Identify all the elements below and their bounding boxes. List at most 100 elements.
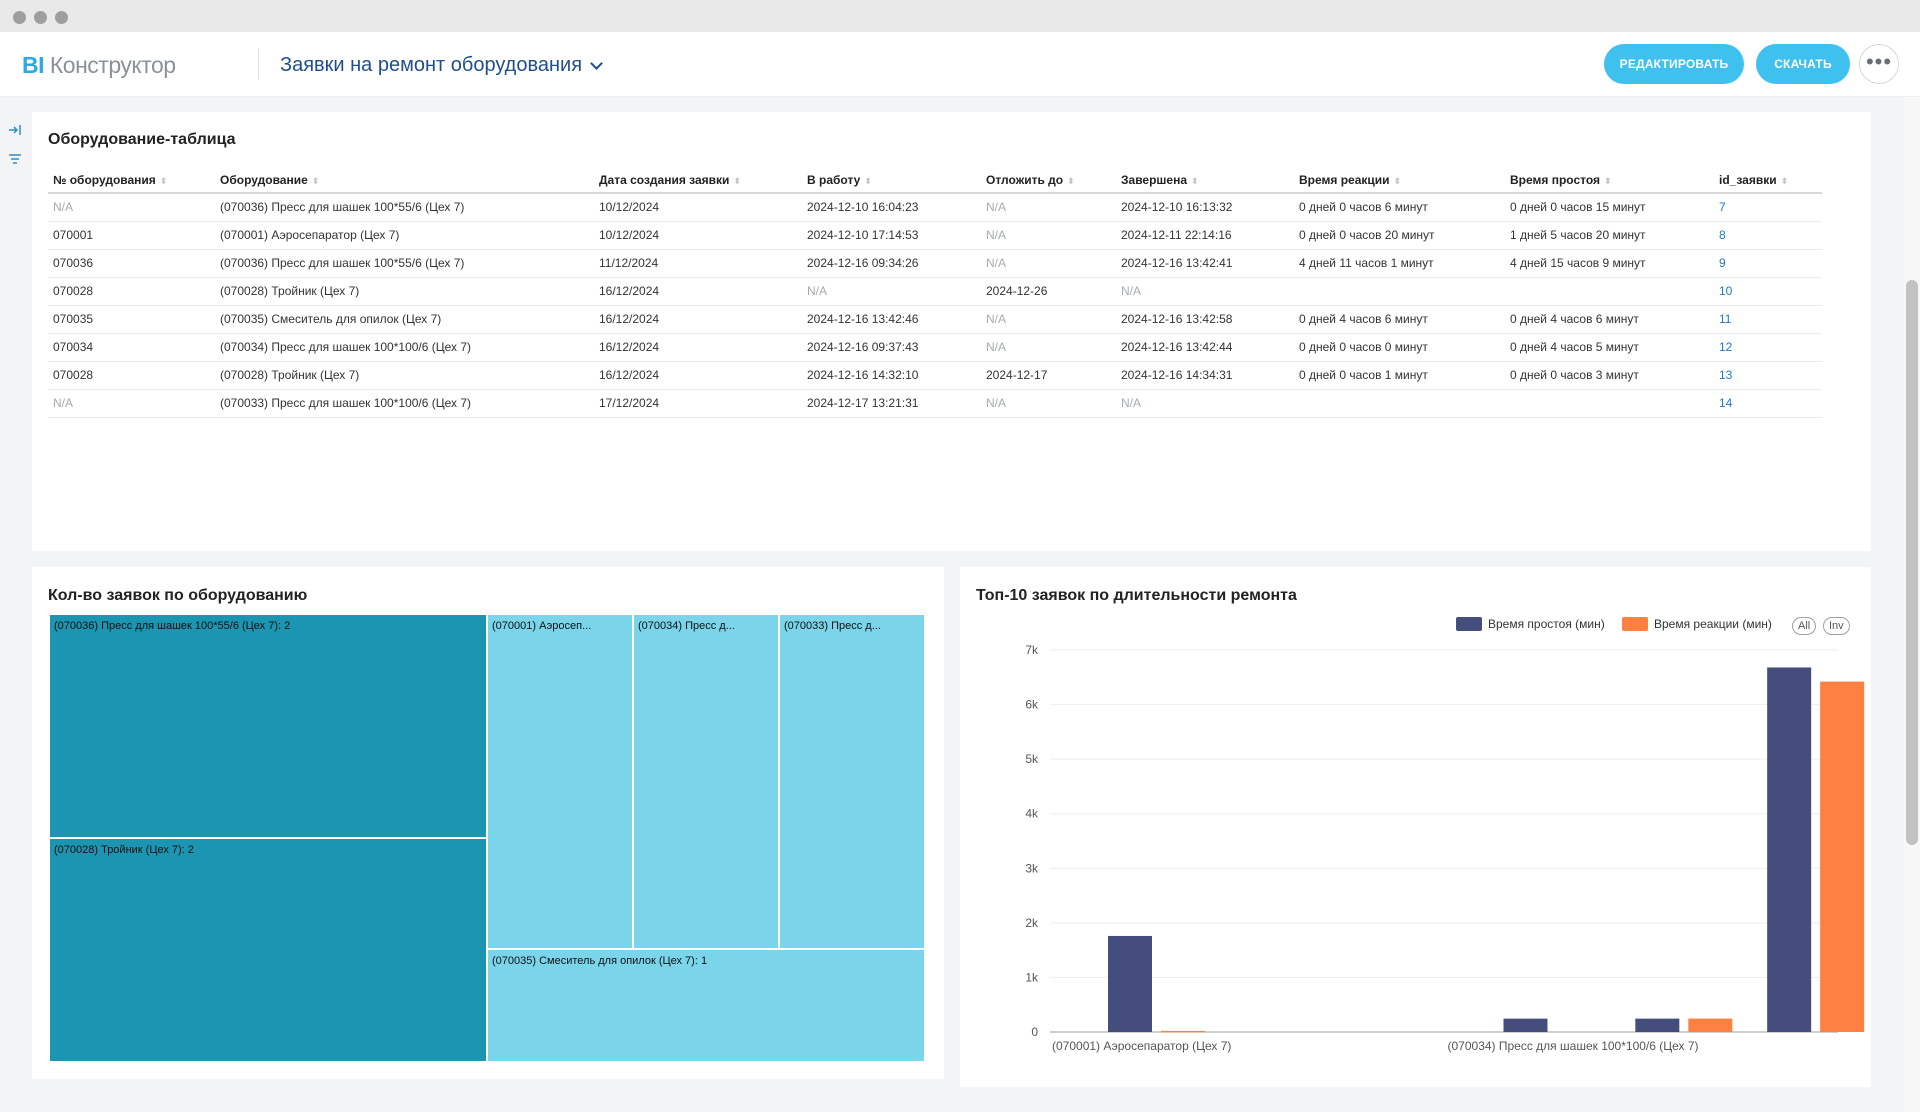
table-row[interactable]: 070028 (070028) Тройник (Цех 7) 16/12/2024… (48, 277, 1822, 306)
table-cell[interactable]: 13 (1714, 361, 1822, 390)
table-row[interactable]: N/A (070036) Пресс для шашек 100*55/6 (Це… (48, 193, 1822, 222)
table-cell: (070033) Пресс для шашек 100*100/6 (Цех … (215, 389, 594, 418)
table-cell: N/A (981, 249, 1116, 278)
column-header-label: id_заявки (1719, 172, 1777, 187)
page-scrollbar-thumb[interactable] (1906, 280, 1918, 845)
filter-icon[interactable] (8, 153, 22, 168)
more-dots-icon: ••• (1865, 49, 1893, 74)
legend-swatch (1622, 617, 1648, 631)
column-header[interactable]: Дата создания заявки ⬍ (594, 167, 802, 194)
table-row[interactable]: 070034 (070034) Пресс для шашек 100*100/6… (48, 333, 1822, 362)
legend-invert-toggle[interactable]: Inv (1823, 617, 1850, 635)
sort-icon[interactable]: ⬍ (1067, 175, 1075, 186)
column-header[interactable]: Время простоя ⬍ (1505, 167, 1714, 194)
treemap-cell[interactable]: (070028) Тройник (Цех 7): 2 (49, 838, 487, 1062)
bar[interactable] (1108, 935, 1152, 1032)
table-cell: 2024-12-16 14:32:10 (802, 361, 981, 390)
table-row[interactable]: N/A (070033) Пресс для шашек 100*100/6 (Ц… (48, 389, 1822, 418)
column-header[interactable]: Завершена ⬍ (1116, 167, 1294, 194)
bar[interactable] (1503, 1018, 1548, 1032)
edit-button[interactable]: РЕДАКТИРОВАТЬ (1604, 44, 1744, 84)
legend-item-reaction[interactable]: Время реакции (мин) (1622, 617, 1772, 631)
table-cell: 2024-12-10 16:13:32 (1116, 193, 1294, 222)
table-cell[interactable]: 12 (1714, 333, 1822, 362)
column-header[interactable]: id_заявки ⬍ (1714, 167, 1822, 194)
x-tick-label: (070034) Пресс для шашек 100*100/6 (Цех … (1448, 1039, 1699, 1053)
more-options-button[interactable]: ••• (1859, 44, 1899, 84)
app-logo[interactable]: BI Конструктор (22, 52, 176, 79)
table-row[interactable]: 070028 (070028) Тройник (Цех 7) 16/12/2024… (48, 361, 1822, 390)
table-cell: (070028) Тройник (Цех 7) (215, 361, 594, 390)
sort-icon[interactable]: ⬍ (159, 175, 168, 186)
table-cell: 16/12/2024 (594, 277, 802, 306)
table-row[interactable]: 070001 (070001) Аэросепаратор (Цех 7) 10/1… (48, 221, 1822, 250)
treemap-cell[interactable]: (070036) Пресс для шашек 100*55/6 (Цех 7… (49, 614, 487, 838)
treemap-cell[interactable]: (070035) Смеситель для опилок (Цех 7): 1 (487, 949, 925, 1062)
legend-all-toggle[interactable]: All (1792, 617, 1817, 635)
treemap-cell[interactable]: (070033) Пресс д... (779, 614, 925, 949)
sort-icon[interactable]: ⬍ (1191, 175, 1199, 186)
table-cell: 0 дней 4 часов 6 минут (1294, 305, 1505, 334)
table-cell: N/A (981, 193, 1116, 222)
legend-label: Время простоя (мин) (1488, 617, 1605, 631)
table-row[interactable]: 070035 (070035) Смеситель для опилок (Цех… (48, 305, 1822, 334)
table-cell: (070036) Пресс для шашек 100*55/6 (Цех 7… (215, 249, 594, 278)
column-header[interactable]: Время реакции ⬍ (1294, 167, 1505, 194)
table-cell: 2024-12-11 22:14:16 (1116, 221, 1294, 250)
bar[interactable] (1767, 667, 1812, 1032)
bar-chart: 0 1k 2k 3k 4k 5k 6k 7k (070001) Аэросепаратор (Ц… (1025, 643, 1865, 1053)
y-tick-label: 2k (1025, 916, 1039, 930)
treemap-card-title: Кол-во заявок по оборудованию (48, 587, 308, 604)
table-cell: 070028 (48, 277, 215, 306)
table-cell[interactable]: 10 (1714, 277, 1822, 306)
table-cell: 070035 (48, 305, 215, 334)
table-cell: 2024-12-16 13:42:44 (1116, 333, 1294, 362)
table-cell (1505, 277, 1714, 306)
sort-icon[interactable]: ⬍ (864, 175, 872, 186)
table-cell[interactable]: 11 (1714, 305, 1822, 334)
bar[interactable] (1688, 1018, 1733, 1032)
bar[interactable] (1161, 1030, 1205, 1033)
table-row[interactable]: 070036 (070036) Пресс для шашек 100*55/6 … (48, 249, 1822, 278)
table-cell: 0 дней 0 часов 0 минут (1294, 333, 1505, 362)
table-cell: 16/12/2024 (594, 305, 802, 334)
column-header[interactable]: Отложить до ⬍ (981, 167, 1116, 194)
table-cell: 0 дней 0 часов 3 минут (1505, 361, 1714, 390)
window-minimize-dot[interactable] (34, 11, 47, 24)
column-header[interactable]: № оборудования ⬍ (48, 167, 215, 194)
bar[interactable] (1820, 681, 1865, 1032)
sort-icon[interactable]: ⬍ (1393, 175, 1402, 186)
y-tick-label: 5k (1025, 752, 1039, 766)
y-tick-label: 6k (1025, 698, 1039, 712)
window-close-dot[interactable] (13, 11, 26, 24)
column-header[interactable]: В работу ⬍ (802, 167, 981, 194)
treemap-cell[interactable]: (070001) Аэросеп... (487, 614, 633, 949)
column-header[interactable]: Оборудование ⬍ (215, 167, 594, 194)
sort-icon[interactable]: ⬍ (733, 175, 741, 186)
bar[interactable] (1635, 1018, 1680, 1032)
treemap-cell[interactable]: (070034) Пресс д... (633, 614, 779, 949)
sort-icon[interactable]: ⬍ (1780, 175, 1789, 186)
table-cell: N/A (981, 333, 1116, 362)
sort-icon[interactable]: ⬍ (1604, 175, 1612, 186)
logo-bi: BI (22, 52, 45, 78)
window-zoom-dot[interactable] (55, 11, 68, 24)
table-cell[interactable]: 14 (1714, 389, 1822, 418)
table-cell: N/A (981, 305, 1116, 334)
expand-sidebar-icon[interactable] (8, 124, 22, 139)
table-cell: (070036) Пресс для шашек 100*55/6 (Цех 7… (215, 193, 594, 222)
equipment-table: № оборудования ⬍ Оборудование ⬍ Дата создани… (48, 167, 1822, 418)
download-button[interactable]: СКАЧАТЬ (1756, 44, 1850, 84)
table-cell: 17/12/2024 (594, 389, 802, 418)
table-cell[interactable]: 9 (1714, 249, 1822, 278)
legend-item-downtime[interactable]: Время простоя (мин) (1456, 617, 1605, 631)
table-cell: 0 дней 0 часов 1 минут (1294, 361, 1505, 390)
sort-icon[interactable]: ⬍ (311, 175, 320, 186)
table-cell: (070001) Аэросепаратор (Цех 7) (215, 221, 594, 250)
table-cell: 0 дней 0 часов 20 минут (1294, 221, 1505, 250)
table-cell[interactable]: 7 (1714, 193, 1822, 222)
dashboard-title-dropdown[interactable]: Заявки на ремонт оборудования (280, 54, 603, 77)
table-cell[interactable]: 8 (1714, 221, 1822, 250)
table-cell: 16/12/2024 (594, 333, 802, 362)
table-cell: 10/12/2024 (594, 193, 802, 222)
